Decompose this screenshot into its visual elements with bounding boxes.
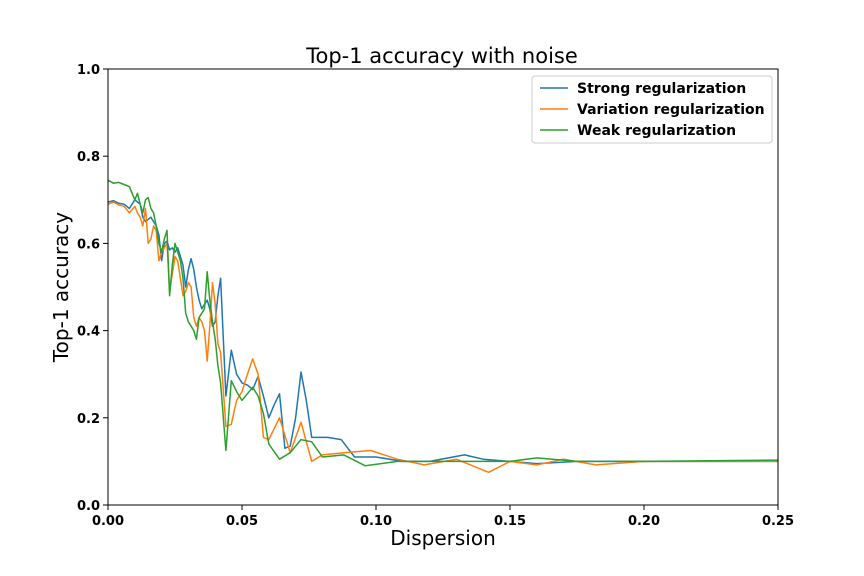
y-tick-label: 0.8: [77, 150, 100, 165]
legend-label-strong: Strong regularization: [577, 81, 746, 97]
y-axis: 0.0 0.2 0.4 0.6 0.8 1.0: [77, 63, 108, 514]
series-line-weak: [108, 179, 778, 467]
y-axis-label: Top-1 accuracy: [49, 212, 73, 363]
x-axis: 0.00 0.05 0.10 0.15 0.20 0.25: [92, 505, 794, 529]
legend: Strong regularization Variation regulari…: [531, 75, 773, 144]
x-tick-label: 0.05: [226, 514, 258, 529]
y-tick-label: 0.6: [77, 237, 100, 252]
series-layer: [108, 179, 778, 474]
x-tick-label: 0.25: [762, 514, 794, 529]
y-tick-label: 0.0: [77, 499, 100, 514]
x-tick-label: 0.15: [494, 514, 526, 529]
y-tick-label: 0.2: [77, 412, 100, 427]
series-line-variation: [108, 201, 778, 474]
legend-box: [531, 75, 773, 144]
chart-title: Top-1 accuracy with noise: [305, 44, 578, 68]
x-axis-label: Dispersion: [390, 526, 496, 550]
x-tick-label: 0.20: [628, 514, 660, 529]
y-tick-label: 0.4: [77, 325, 100, 340]
plot-frame: [107, 68, 779, 506]
x-tick-label: 0.00: [92, 514, 124, 529]
x-tick-label: 0.10: [360, 514, 392, 529]
legend-label-weak: Weak regularization: [577, 123, 736, 139]
y-tick-label: 1.0: [77, 63, 100, 78]
legend-label-variation: Variation regularization: [577, 102, 765, 118]
